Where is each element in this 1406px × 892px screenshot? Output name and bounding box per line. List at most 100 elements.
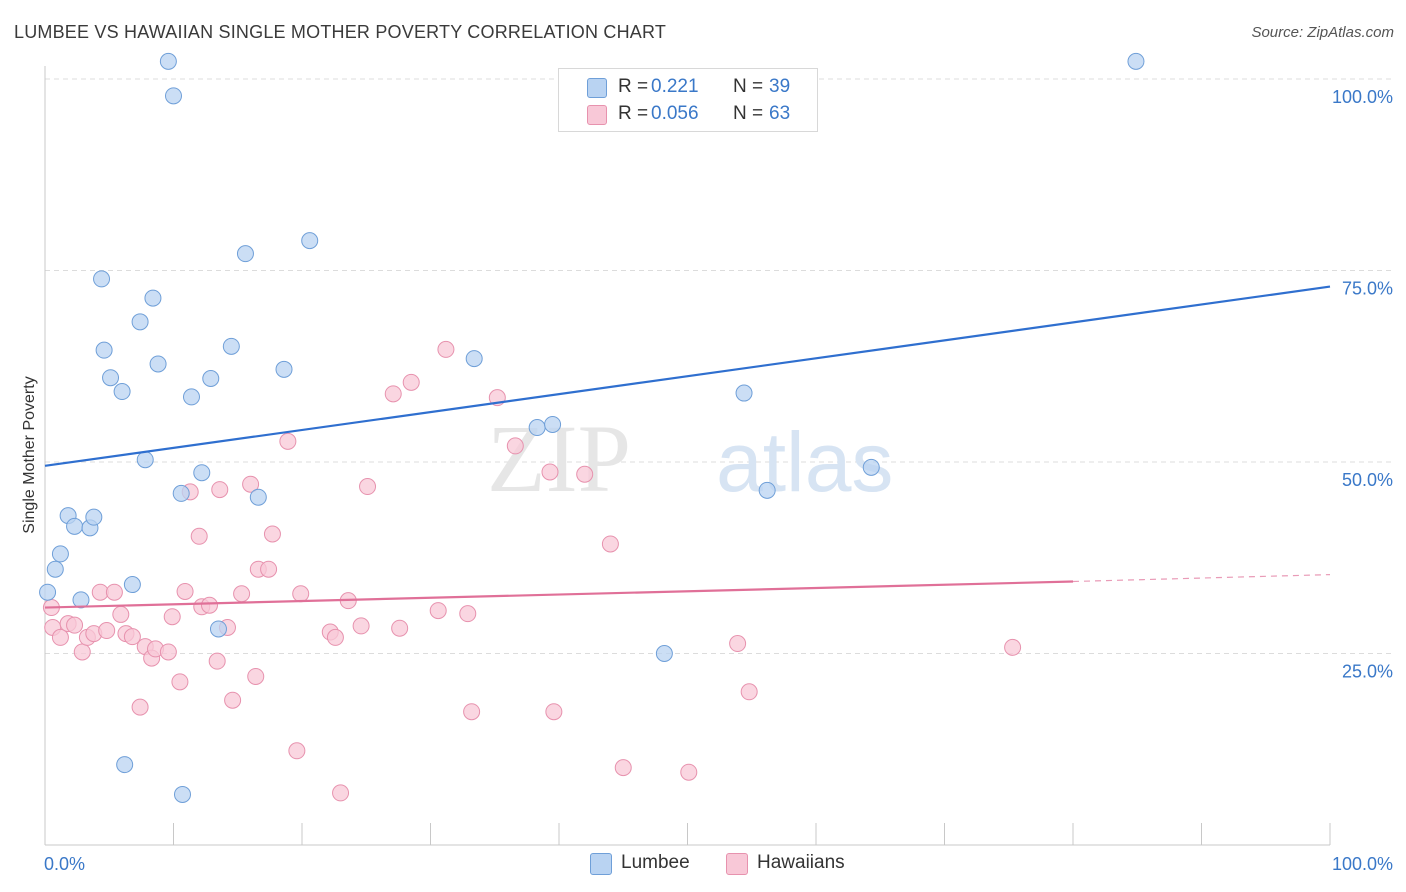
hawaiians-point xyxy=(123,628,141,646)
hawaiians-point xyxy=(459,605,477,623)
hawaiians-point xyxy=(506,437,524,455)
hawaiians-point xyxy=(73,643,91,661)
hawaiians-point xyxy=(614,759,632,777)
hawaiians-point xyxy=(98,622,116,640)
lumbee-point xyxy=(301,232,319,250)
lumbee-point xyxy=(131,313,149,331)
hawaiians-point xyxy=(740,683,758,701)
hawaiians-point xyxy=(224,691,242,709)
hawaiians-point xyxy=(541,463,559,481)
lumbee-point xyxy=(655,645,673,662)
lumbee-point xyxy=(95,341,113,359)
lumbee-point xyxy=(46,560,64,578)
lumbee-point xyxy=(465,350,483,368)
hawaiians-point xyxy=(680,763,698,781)
lumbee-legend-swatch xyxy=(590,853,612,875)
hawaiians-point xyxy=(279,432,297,450)
hawaiians-point xyxy=(51,628,69,646)
lumbee-point xyxy=(165,87,182,105)
lumbee-point xyxy=(275,360,293,378)
y-tick-label: 50.0% xyxy=(1342,470,1393,490)
hawaiians-point xyxy=(729,635,747,653)
hawaiians-point xyxy=(131,698,149,716)
hawaiians-point xyxy=(429,602,447,620)
lumbee-point xyxy=(66,517,84,535)
hawaiians-point xyxy=(200,596,218,614)
hawaiians-point xyxy=(176,582,194,600)
lumbee-point xyxy=(136,451,154,469)
lumbee-point xyxy=(1127,52,1145,70)
hawaiians-swatch xyxy=(587,105,607,125)
hawaiians-point xyxy=(112,605,130,623)
lumbee-point xyxy=(93,270,111,288)
axis-layer xyxy=(44,66,1331,846)
hawaiians-point xyxy=(190,527,208,545)
lumbee-point xyxy=(862,458,880,476)
lumbee-point xyxy=(735,384,753,402)
hawaiians-point xyxy=(326,628,344,646)
y-tick-label: 75.0% xyxy=(1342,279,1393,299)
hawaiians-point xyxy=(463,703,481,721)
hawaiians-point xyxy=(437,340,455,358)
hawaiians-point xyxy=(1004,638,1022,656)
hawaiians-point xyxy=(359,478,377,496)
trend-layer xyxy=(44,285,1331,609)
hawaiians-point xyxy=(211,481,229,499)
x-tick-label-start: 0.0% xyxy=(44,854,85,874)
hawaiians-point xyxy=(391,619,409,637)
hawaiians-point xyxy=(601,535,619,553)
hawaiians-trend-line xyxy=(44,580,1074,609)
y-axis-label: Single Mother Poverty xyxy=(21,376,38,534)
hawaiians-r-value: 0.056 xyxy=(651,103,699,124)
hawaiians-point xyxy=(233,585,251,603)
correlation-legend: R = 0.221 N = 39 R = 0.056 N = 63 xyxy=(558,68,818,132)
hawaiians-point xyxy=(105,583,123,601)
hawaiians-legend-swatch xyxy=(726,853,748,875)
lumbee-point xyxy=(72,591,90,609)
hawaiians-legend-label: Hawaiians xyxy=(757,852,845,873)
lumbee-r-label: R = xyxy=(618,76,649,97)
hawaiians-n-value: 63 xyxy=(769,103,791,124)
lumbee-point xyxy=(758,481,776,499)
hawaiians-n-label: N = xyxy=(733,103,764,124)
hawaiians-point xyxy=(163,608,181,626)
chart-title: LUMBEE VS HAWAIIAN SINGLE MOTHER POVERTY… xyxy=(14,22,667,42)
label-layer: 25.0% 50.0% 75.0% 100.0% 0.0% 100.0% xyxy=(44,87,1393,874)
lumbee-trend-line xyxy=(44,285,1331,467)
hawaiians-point xyxy=(288,742,306,760)
hawaiians-point xyxy=(292,585,310,603)
hawaiians-point xyxy=(260,560,278,578)
grid-layer xyxy=(45,78,1392,654)
hawaiians-point xyxy=(263,525,281,543)
lumbee-point xyxy=(113,383,131,401)
lumbee-swatch xyxy=(587,78,607,98)
lumbee-point xyxy=(149,355,167,373)
lumbee-n-value: 39 xyxy=(769,76,791,97)
hawaiians-trend-extension xyxy=(1072,574,1331,583)
lumbee-point xyxy=(222,337,240,355)
lumbee-point xyxy=(144,289,162,307)
lumbee-point xyxy=(236,245,254,263)
hawaiians-point xyxy=(247,667,265,685)
hawaiians-point xyxy=(352,617,370,635)
hawaiians-point xyxy=(242,475,260,493)
lumbee-point xyxy=(172,484,190,502)
lumbee-point xyxy=(116,756,134,774)
y-tick-label: 100.0% xyxy=(1332,87,1393,107)
hawaiians-point xyxy=(576,465,594,483)
hawaiians-point xyxy=(384,385,402,403)
hawaiians-point xyxy=(545,703,563,721)
hawaiians-point xyxy=(171,673,189,691)
x-tick-label-end: 100.0% xyxy=(1332,854,1393,874)
lumbee-point xyxy=(123,576,141,594)
lumbee-point xyxy=(173,785,191,803)
hawaiians-point xyxy=(66,616,84,634)
hawaiians-point xyxy=(159,643,177,661)
lumbee-point xyxy=(202,370,220,388)
lumbee-point xyxy=(544,415,562,433)
lumbee-point xyxy=(85,508,103,526)
lumbee-n-label: N = xyxy=(733,76,764,97)
watermark-atlas: atlas xyxy=(716,415,893,509)
hawaiians-point xyxy=(332,784,350,802)
